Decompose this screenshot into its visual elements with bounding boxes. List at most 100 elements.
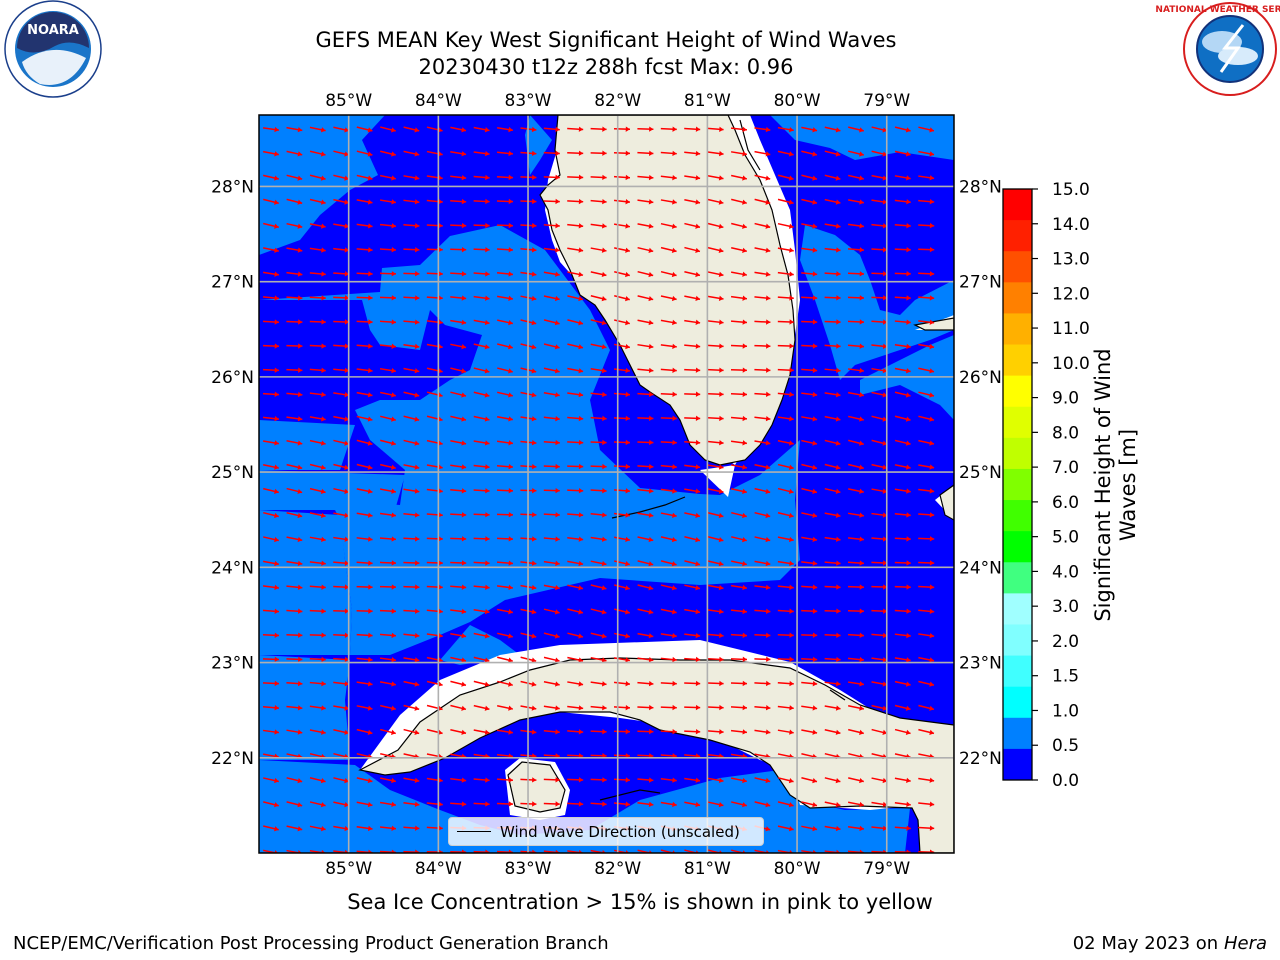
red-arrow-icon	[637, 319, 654, 326]
red-arrow-icon	[356, 439, 373, 446]
red-arrow-icon	[684, 439, 701, 446]
red-arrow-icon	[660, 246, 677, 254]
red-arrow-icon	[473, 198, 490, 205]
red-arrow-icon	[309, 439, 326, 446]
red-arrow-icon	[333, 536, 350, 542]
colorbar-segment	[1003, 344, 1032, 377]
red-arrow-icon	[614, 319, 630, 326]
red-arrow-icon	[496, 536, 514, 542]
red-arrow-icon	[871, 632, 888, 639]
red-arrow-icon	[660, 777, 677, 783]
red-arrow-icon	[567, 632, 584, 639]
red-arrow-icon	[333, 343, 350, 349]
red-arrow-icon	[801, 729, 818, 735]
red-arrow-icon	[426, 512, 443, 518]
red-arrow-icon	[543, 680, 560, 687]
red-arrow-icon	[567, 150, 584, 156]
red-arrow-icon	[801, 198, 818, 205]
red-arrow-icon	[543, 319, 560, 326]
red-arrow-icon	[379, 657, 397, 663]
red-arrow-icon	[473, 126, 490, 133]
red-arrow-icon	[403, 680, 420, 687]
red-arrow-icon	[309, 463, 326, 470]
red-arrow-icon	[496, 174, 514, 181]
red-arrow-icon	[777, 295, 794, 301]
red-arrow-icon	[707, 584, 724, 591]
lat-tick-label: 26°N	[211, 368, 254, 388]
red-arrow-icon	[731, 511, 747, 519]
red-arrow-icon	[403, 584, 420, 590]
red-arrow-icon	[847, 608, 865, 614]
red-arrow-icon	[637, 536, 654, 543]
red-arrow-icon	[356, 319, 373, 325]
red-arrow-icon	[871, 536, 888, 542]
red-arrow-icon	[262, 271, 280, 277]
red-arrow-icon	[637, 560, 654, 567]
red-arrow-icon	[543, 632, 560, 639]
red-arrow-icon	[754, 536, 771, 543]
red-arrow-icon	[356, 391, 373, 398]
red-arrow-icon	[379, 584, 397, 590]
red-arrow-icon	[403, 512, 420, 518]
red-arrow-icon	[637, 463, 654, 470]
red-arrow-icon	[426, 584, 443, 590]
red-arrow-icon	[660, 512, 677, 518]
red-arrow-icon	[614, 295, 630, 302]
nws-logo-ring-text: NATIONAL WEATHER SERVICE	[1155, 5, 1280, 15]
red-arrow-icon	[356, 223, 373, 229]
lat-tick-label: 27°N	[211, 273, 254, 293]
red-arrow-icon	[707, 536, 724, 543]
red-arrow-icon	[262, 584, 280, 591]
colorbar-segment	[1003, 468, 1032, 501]
red-arrow-icon	[730, 295, 748, 301]
red-arrow-icon	[496, 801, 514, 807]
red-arrow-icon	[473, 150, 490, 157]
red-arrow-icon	[426, 319, 443, 325]
red-arrow-icon	[286, 198, 303, 205]
red-arrow-icon	[403, 657, 420, 663]
red-arrow-icon	[918, 271, 935, 277]
red-arrow-icon	[754, 150, 771, 157]
red-arrow-icon	[801, 343, 818, 349]
lon-ticks-top: 85°W 84°W 83°W 82°W 81°W 80°W 79°W	[325, 91, 910, 111]
red-arrow-icon	[613, 681, 631, 687]
red-arrow-icon	[801, 825, 818, 832]
red-arrow-icon	[567, 656, 584, 663]
red-arrow-icon	[497, 656, 513, 663]
red-arrow-icon	[847, 343, 865, 349]
red-arrow-icon	[894, 657, 911, 663]
red-arrow-icon	[637, 512, 654, 518]
colorbar-segment	[1003, 437, 1032, 470]
red-arrow-icon	[613, 439, 631, 446]
red-arrow-icon	[707, 656, 724, 663]
red-arrow-icon	[684, 295, 701, 302]
red-arrow-icon	[473, 295, 490, 301]
red-arrow-icon	[496, 488, 514, 494]
red-arrow-icon	[801, 536, 818, 542]
red-arrow-icon	[567, 705, 584, 711]
red-arrow-icon	[286, 174, 303, 181]
red-arrow-icon	[684, 512, 701, 519]
red-arrow-icon	[286, 222, 303, 229]
red-arrow-icon	[848, 705, 864, 711]
red-arrow-icon	[380, 463, 396, 470]
red-arrow-icon	[777, 584, 794, 590]
colorbar-tick-label: 0.0	[1052, 771, 1079, 791]
red-arrow-icon	[263, 536, 279, 543]
red-arrow-icon	[871, 271, 888, 277]
red-arrow-icon	[450, 680, 467, 687]
lat-tick-label: 25°N	[211, 463, 254, 483]
colorbar-tick-label: 2.0	[1052, 632, 1079, 652]
red-arrow-icon	[754, 487, 771, 494]
red-arrow-icon	[450, 246, 467, 253]
lon-tick-label: 79°W	[863, 91, 910, 111]
red-arrow-icon	[918, 608, 935, 615]
red-arrow-icon	[567, 174, 584, 181]
red-arrow-icon	[777, 174, 794, 181]
red-arrow-icon	[684, 801, 701, 808]
red-arrow-icon	[380, 439, 396, 446]
red-arrow-icon	[473, 464, 490, 470]
red-arrow-icon	[777, 729, 794, 735]
red-arrow-icon	[894, 415, 911, 422]
red-arrow-icon	[847, 247, 865, 253]
